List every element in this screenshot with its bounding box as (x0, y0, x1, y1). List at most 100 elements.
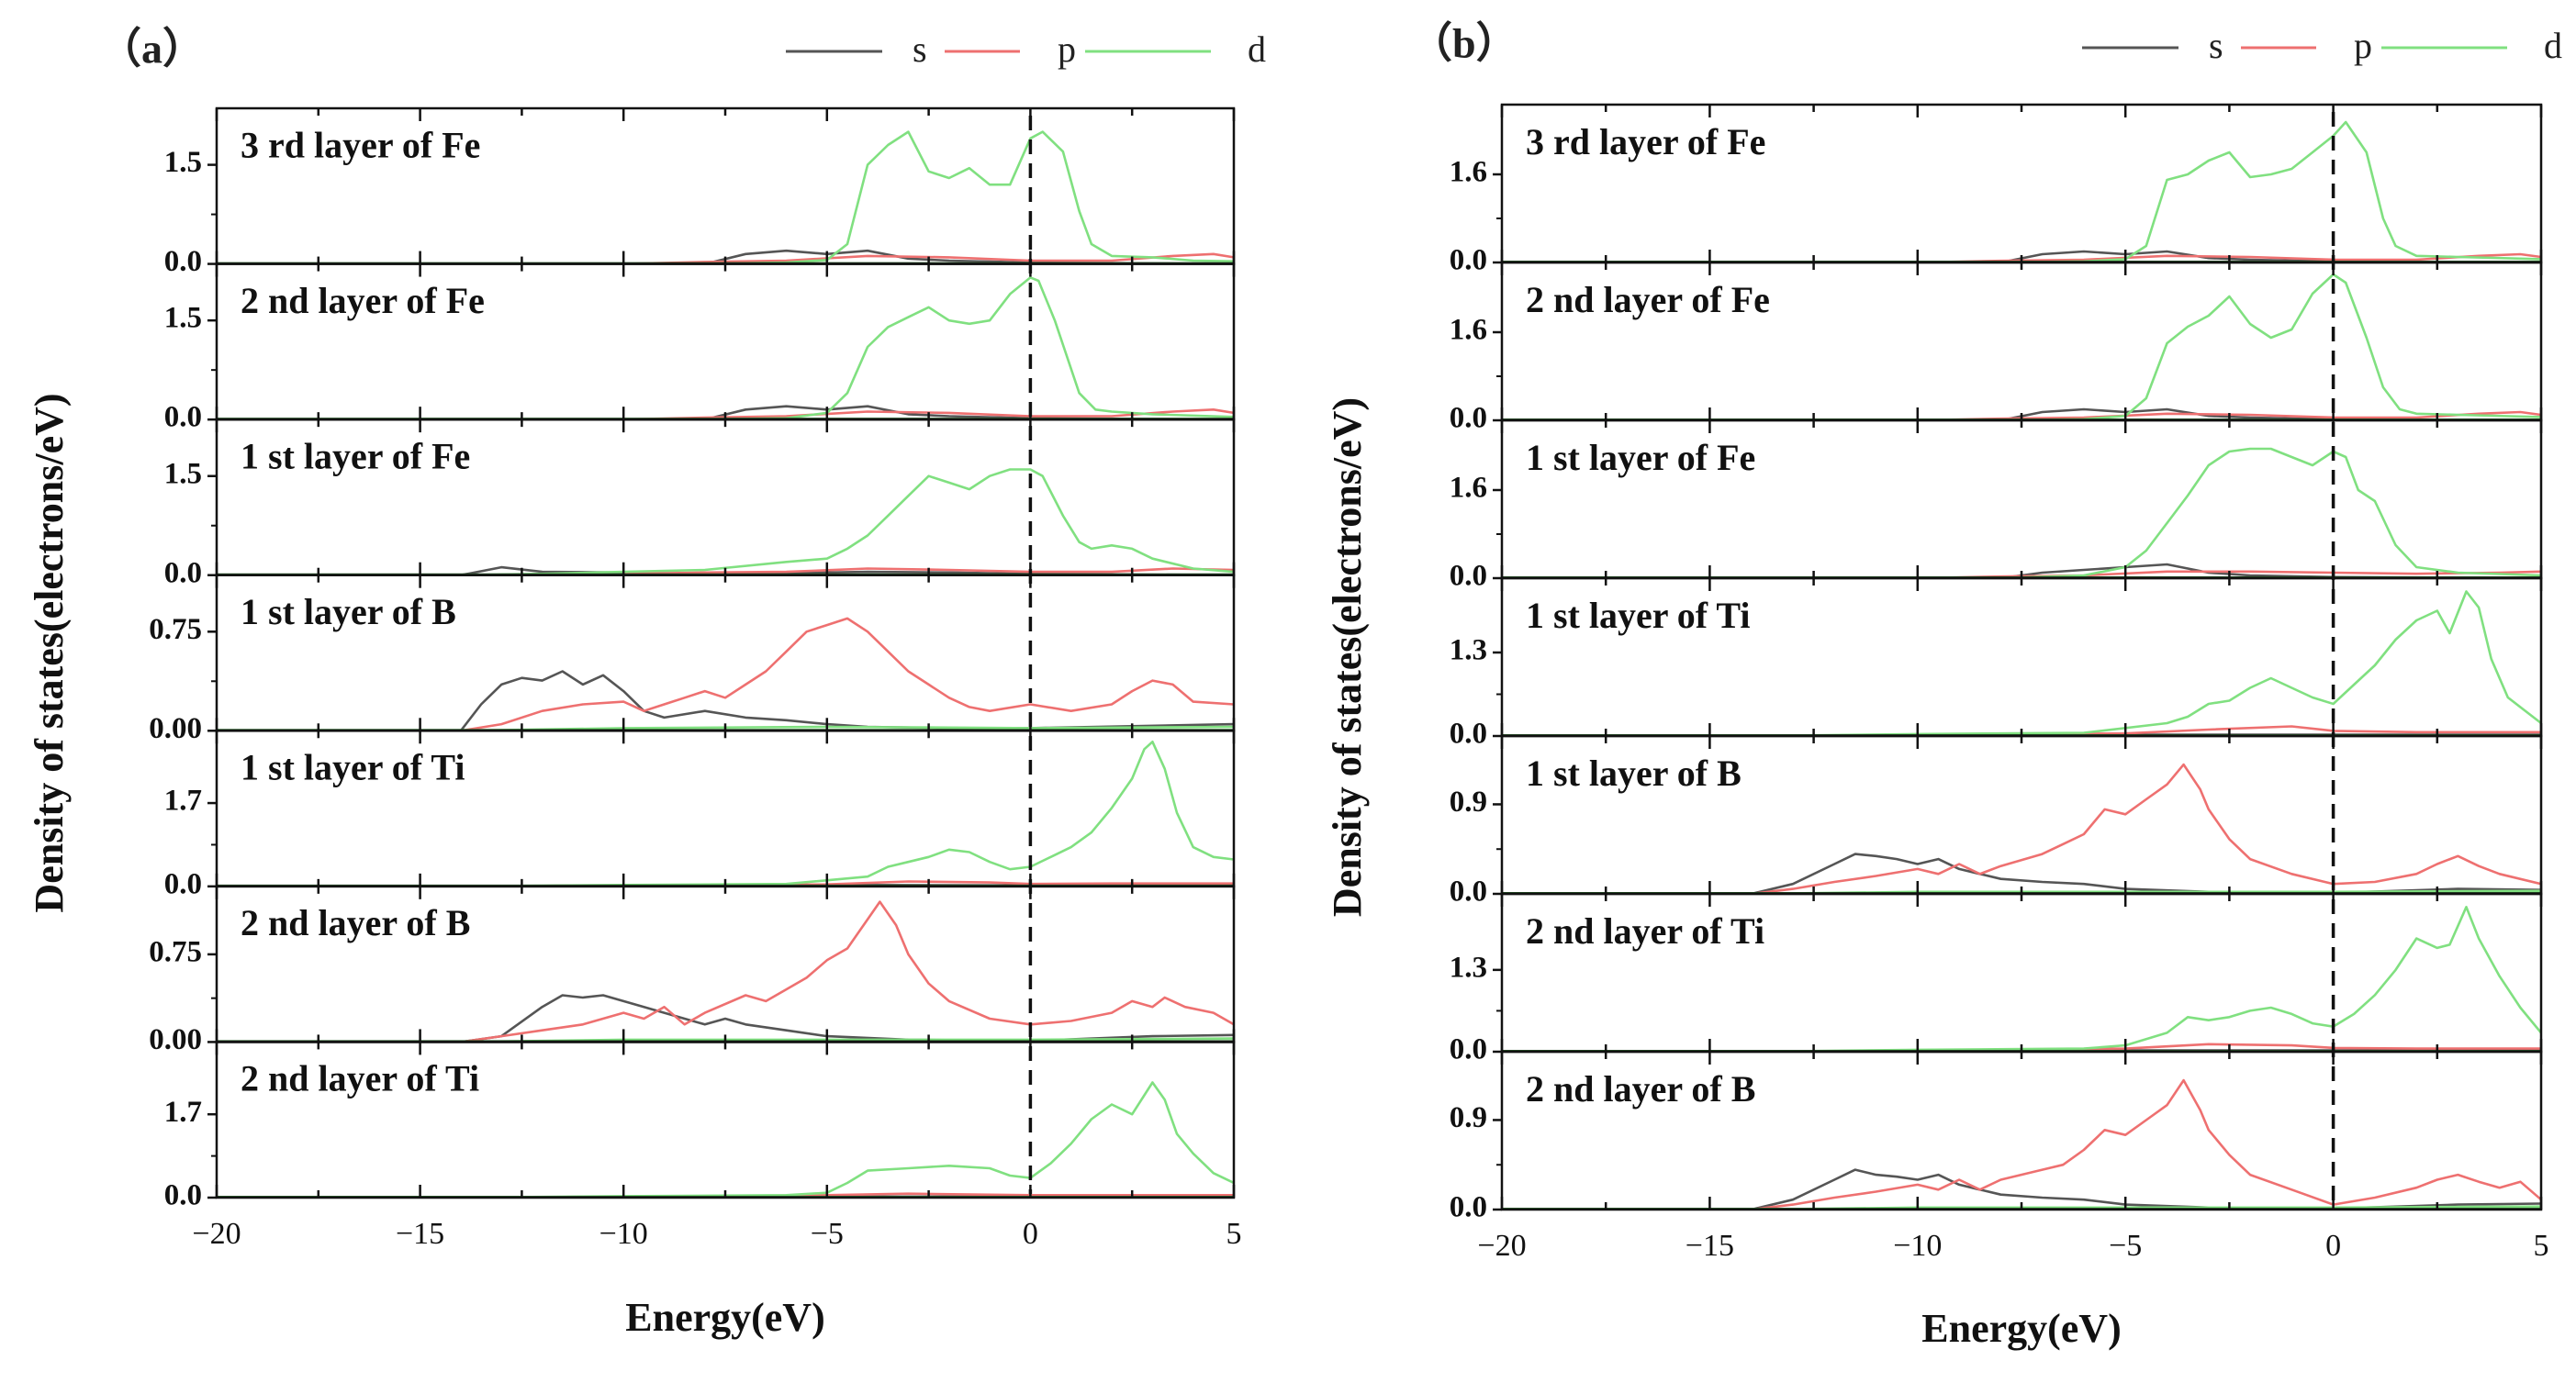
layer-label: 2 nd layer of Fe (1526, 279, 1770, 320)
legend-label-d: d (2544, 25, 2562, 66)
layer-label: 2 nd layer of Ti (1526, 910, 1764, 952)
series-line-p (1751, 763, 2541, 894)
layer-label: 1 st layer of B (1526, 753, 1742, 794)
series-line-d (1751, 590, 2541, 736)
series-line-p (623, 252, 1234, 264)
y-tick-label: 1.5 (164, 457, 202, 490)
subplot: 0.0 0.9 2 nd layer of B (1450, 1050, 2543, 1224)
series-line-p (1917, 252, 2541, 262)
y-tick-label: 0.0 (164, 556, 202, 589)
y-axis-title: Density of states(electrons/eV) (27, 393, 72, 912)
x-tick-label: 0 (2325, 1229, 2341, 1263)
y-tick-label: 1.5 (164, 302, 202, 335)
y-tick-label: 1.6 (1450, 314, 1487, 347)
series-line-p (1917, 410, 2541, 420)
legend-label-p: p (2354, 25, 2372, 66)
y-tick-label: 0.0 (1450, 1191, 1487, 1224)
subplot: 0.0 1.5 3 rd layer of Fe (164, 106, 1236, 278)
layer-label: 1 st layer of Ti (241, 747, 465, 788)
y-tick-label: 0.9 (1450, 786, 1487, 819)
x-tick-label: −10 (1893, 1229, 1942, 1263)
y-tick-label: 1.6 (1450, 156, 1487, 189)
layer-label: 2 nd layer of B (241, 902, 470, 943)
series-line-d (704, 130, 1234, 264)
legend-label-s: s (913, 28, 927, 70)
y-tick-label: 0.0 (1450, 244, 1487, 277)
y-tick-label: 1.6 (1450, 472, 1487, 505)
y-tick-label: 0.0 (164, 401, 202, 434)
y-axis-title: Density of states(electrons/eV) (1325, 397, 1370, 917)
y-tick-label: 1.7 (164, 1096, 202, 1129)
series-line-d (2000, 447, 2541, 578)
panel-label: （b） (1410, 20, 1518, 67)
series-line-d (460, 1081, 1234, 1199)
y-tick-label: 1.3 (1450, 951, 1487, 984)
y-tick-label: 0.75 (149, 935, 202, 968)
subplot: 0.0 1.3 2 nd layer of Ti (1450, 892, 2543, 1066)
panel-b: （b） s p d 0.0 1.6 3 rd layer of Fe 0.0 1.6 2 nd l… (1325, 20, 2562, 1351)
layer-label: 2 nd layer of B (1526, 1068, 1755, 1110)
layer-label: 1 st layer of Fe (1526, 437, 1755, 478)
x-tick-label: −20 (1477, 1229, 1526, 1263)
panel-label: （a） (99, 26, 205, 72)
y-tick-label: 0.0 (1450, 718, 1487, 751)
x-tick-label: −5 (2109, 1229, 2142, 1263)
y-tick-label: 1.3 (1450, 634, 1487, 667)
series-line-p (460, 617, 1234, 731)
x-tick-label: 0 (1023, 1217, 1038, 1251)
y-tick-label: 0.0 (1450, 402, 1487, 435)
series-line-p (460, 900, 1234, 1043)
x-tick-label: −5 (811, 1217, 844, 1251)
panel-a: （a） s p d 0.0 1.5 3 rd layer of Fe 0.0 1.5 2 nd l… (27, 26, 1266, 1340)
x-tick-label: −15 (396, 1217, 444, 1251)
y-tick-label: 0.9 (1450, 1101, 1487, 1134)
series-line-p (1751, 1078, 2541, 1210)
y-tick-label: 0.0 (1450, 876, 1487, 909)
y-tick-label: 0.0 (164, 867, 202, 900)
x-tick-label: −10 (599, 1217, 648, 1251)
series-line-d (460, 741, 1234, 887)
layer-label: 1 st layer of Ti (1526, 595, 1750, 636)
series-line-p (623, 408, 1234, 420)
series-line-d (704, 276, 1234, 420)
layer-label: 1 st layer of B (241, 591, 456, 632)
legend-label-p: p (1058, 28, 1076, 70)
x-axis-title: Energy(eV) (625, 1295, 825, 1340)
x-tick-label: 5 (1226, 1217, 1242, 1251)
series-line-s (704, 405, 1234, 420)
layer-label: 3 rd layer of Fe (1526, 121, 1765, 162)
layer-label: 3 rd layer of Fe (241, 124, 480, 165)
y-tick-label: 0.0 (1450, 1033, 1487, 1066)
legend-label-s: s (2209, 25, 2223, 66)
x-axis-title: Energy(eV) (1921, 1306, 2122, 1351)
y-tick-label: 0.75 (149, 613, 202, 646)
layer-label: 2 nd layer of Ti (241, 1058, 479, 1099)
legend-label-d: d (1248, 28, 1266, 70)
x-tick-label: −15 (1686, 1229, 1734, 1263)
y-tick-label: 0.0 (1450, 560, 1487, 593)
y-tick-label: 0.0 (164, 1179, 202, 1212)
series-line-d (2000, 273, 2541, 420)
y-tick-label: 0.0 (164, 245, 202, 278)
subplot: 0.0 1.3 1 st layer of Ti (1450, 576, 2543, 751)
layer-label: 1 st layer of Fe (241, 435, 470, 476)
x-tick-label: −20 (192, 1217, 241, 1251)
y-tick-label: 1.7 (164, 785, 202, 818)
y-tick-label: 0.00 (149, 1023, 202, 1056)
series-line-d (1751, 906, 2541, 1052)
subplot: 0.0 1.6 1 st layer of Fe (1450, 418, 2543, 593)
series-line-p (623, 567, 1234, 575)
series-line-s (704, 249, 1234, 264)
y-tick-label: 1.5 (164, 146, 202, 179)
y-tick-label: 0.00 (149, 712, 202, 745)
x-tick-label: 5 (2534, 1229, 2549, 1263)
subplot: 0.0 1.7 2 nd layer of Ti (164, 1041, 1236, 1212)
layer-label: 2 nd layer of Fe (241, 280, 485, 321)
subplot: 0.0 0.9 1 st layer of B (1450, 734, 2543, 909)
series-line-d (2000, 120, 2541, 262)
series-line-d (460, 468, 1234, 575)
